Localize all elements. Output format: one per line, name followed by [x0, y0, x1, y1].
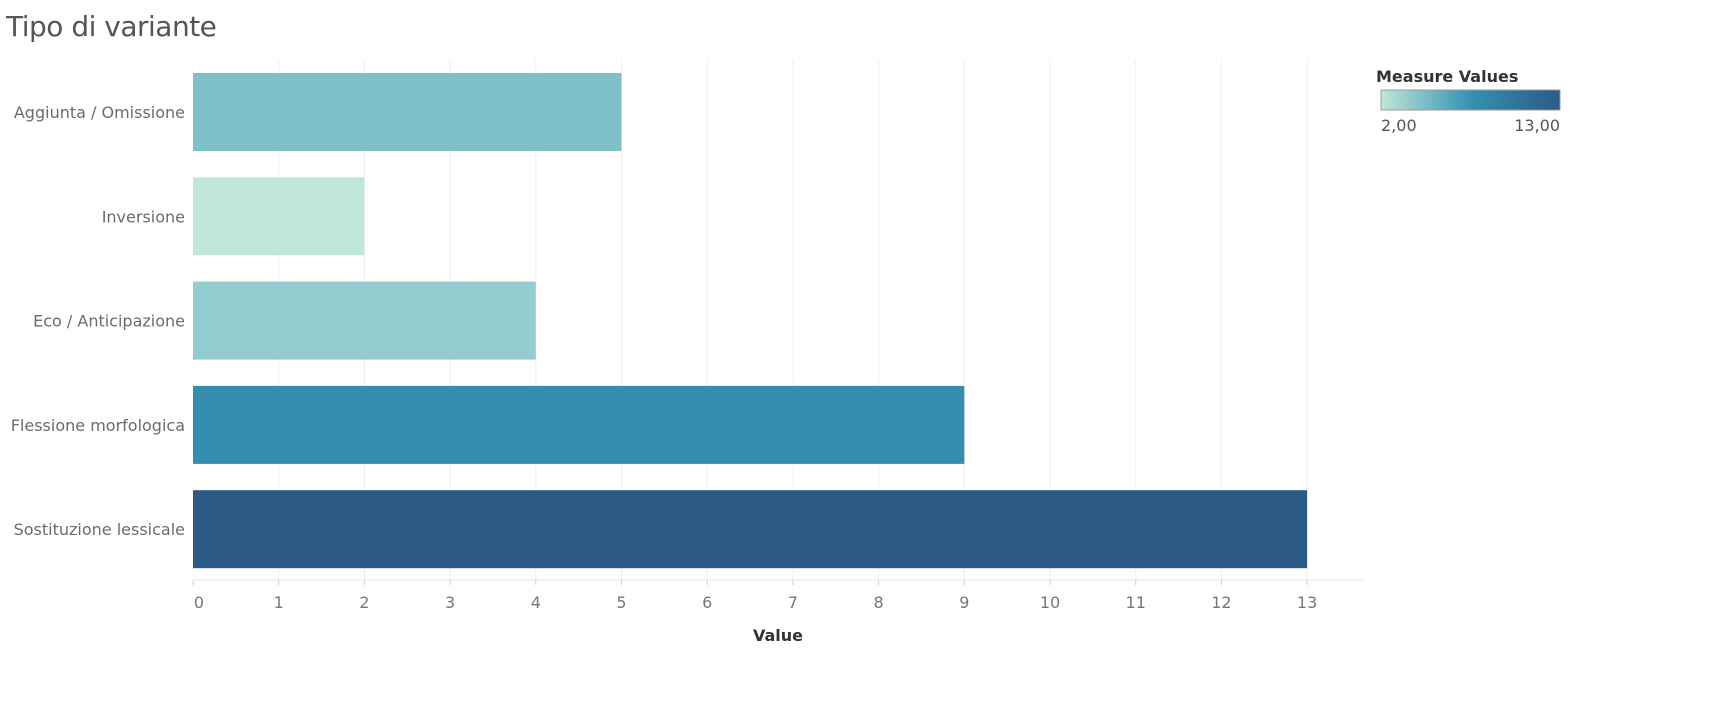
- legend-gradient-bar: [1380, 89, 1561, 111]
- bar-3[interactable]: [193, 385, 965, 464]
- tick-label-3: 3: [445, 593, 455, 612]
- tick-label-11: 11: [1126, 593, 1146, 612]
- tick-label-4: 4: [531, 593, 541, 612]
- bars: [193, 73, 1308, 569]
- color-legend: Measure Values 2,00 13,00: [1376, 67, 1561, 135]
- tick-label-1: 1: [274, 593, 284, 612]
- x-axis-title: Value: [753, 626, 803, 645]
- tick-label-7: 7: [788, 593, 798, 612]
- category-label-3: Flessione morfologica: [11, 416, 185, 435]
- x-axis-ticks: 0 1 2 3 4 5 6 7 8 9 10 11 12 13: [192, 580, 1317, 612]
- chart-title: Tipo di variante: [6, 10, 217, 43]
- tick-label-10: 10: [1040, 593, 1060, 612]
- bar-4[interactable]: [193, 490, 1308, 569]
- category-labels: Aggiunta / Omissione Inversione Eco / Anti…: [11, 103, 185, 539]
- tick-label-6: 6: [702, 593, 712, 612]
- legend-title: Measure Values: [1376, 67, 1518, 86]
- legend-min-label: 2,00: [1381, 116, 1417, 135]
- bar-1[interactable]: [193, 177, 365, 256]
- bar-2[interactable]: [193, 281, 536, 360]
- category-label-0: Aggiunta / Omissione: [14, 103, 185, 122]
- tick-label-9: 9: [959, 593, 969, 612]
- tick-label-5: 5: [616, 593, 626, 612]
- category-label-1: Inversione: [102, 207, 185, 226]
- tick-label-8: 8: [874, 593, 884, 612]
- legend-max-label: 13,00: [1514, 116, 1560, 135]
- tick-label-12: 12: [1211, 593, 1231, 612]
- category-label-4: Sostituzione lessicale: [14, 520, 185, 539]
- tick-label-2: 2: [359, 593, 369, 612]
- tick-label-13: 13: [1297, 593, 1317, 612]
- tick-label-0: 0: [194, 593, 204, 612]
- bar-0[interactable]: [193, 73, 622, 151]
- category-label-2: Eco / Anticipazione: [33, 312, 185, 331]
